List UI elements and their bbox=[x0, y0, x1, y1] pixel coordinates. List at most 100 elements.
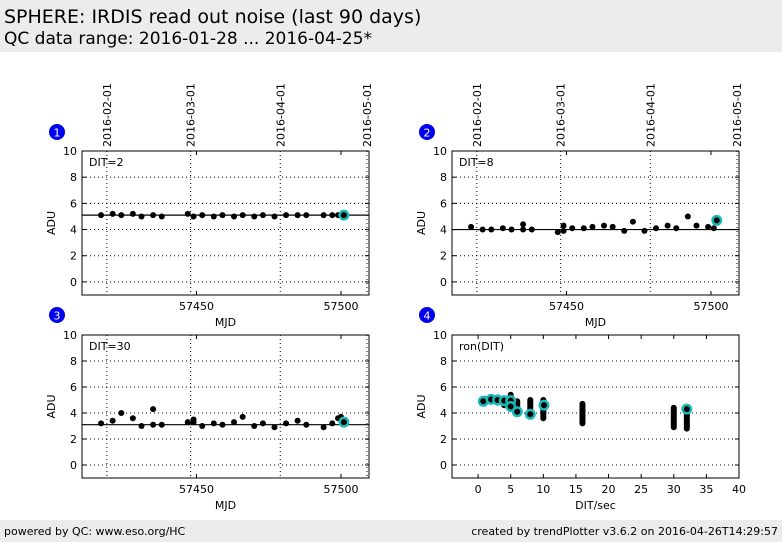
data-point bbox=[621, 227, 628, 234]
data-point bbox=[118, 212, 125, 219]
data-point bbox=[710, 225, 717, 232]
y-tick-label: 4 bbox=[440, 407, 447, 420]
data-point bbox=[251, 423, 258, 429]
data-point bbox=[653, 225, 660, 232]
data-point bbox=[150, 406, 157, 413]
data-point bbox=[271, 213, 278, 220]
x-tick-label: 40 bbox=[732, 483, 746, 496]
data-point bbox=[554, 229, 561, 236]
y-axis-label: ADU bbox=[45, 394, 58, 418]
data-point bbox=[579, 400, 586, 407]
data-point bbox=[138, 213, 145, 220]
data-point bbox=[259, 420, 266, 427]
y-tick-label: 4 bbox=[70, 224, 77, 237]
y-tick-label: 8 bbox=[440, 355, 447, 368]
data-point bbox=[569, 225, 576, 232]
latest-point bbox=[540, 402, 547, 409]
x-tick-label: 57500 bbox=[323, 300, 358, 313]
data-point bbox=[560, 227, 567, 234]
data-point bbox=[219, 212, 226, 219]
y-tick-label: 0 bbox=[70, 276, 77, 289]
data-point bbox=[118, 410, 125, 416]
data-point bbox=[664, 222, 671, 229]
y-tick-label: 6 bbox=[70, 381, 77, 394]
x-tick-label: 57450 bbox=[179, 300, 214, 313]
data-point bbox=[303, 421, 310, 428]
data-point bbox=[251, 213, 258, 220]
data-point bbox=[629, 218, 636, 225]
data-point bbox=[199, 212, 206, 219]
date-tick-label: 2016-02-01 bbox=[471, 83, 484, 147]
y-tick-label: 8 bbox=[440, 171, 447, 184]
data-point bbox=[158, 421, 165, 428]
data-point bbox=[283, 212, 290, 219]
data-point bbox=[560, 222, 567, 229]
x-axis-label: DIT/sec bbox=[575, 499, 616, 512]
x-tick-label: 15 bbox=[569, 483, 583, 496]
latest-point bbox=[507, 403, 514, 410]
panel-number-badge bbox=[419, 307, 435, 323]
date-tick-label: 2016-05-01 bbox=[731, 83, 744, 147]
data-point bbox=[150, 212, 157, 219]
data-point bbox=[641, 227, 648, 234]
chart-panel-3: 3 0 2 4 6 8 10 57450 57500 MJD ADU DIT=30 bbox=[45, 307, 370, 512]
data-point bbox=[580, 225, 587, 232]
data-point bbox=[508, 226, 515, 233]
data-point bbox=[259, 212, 266, 219]
y-tick-label: 0 bbox=[440, 459, 447, 472]
x-tick-label: 57500 bbox=[693, 300, 728, 313]
panel-number-badge bbox=[419, 124, 435, 140]
y-tick-label: 10 bbox=[63, 329, 77, 342]
data-point bbox=[190, 213, 197, 220]
y-tick-label: 8 bbox=[70, 355, 77, 368]
data-point bbox=[184, 419, 191, 426]
data-point bbox=[190, 419, 197, 426]
panel-number-badge bbox=[49, 307, 65, 323]
y-tick-label: 2 bbox=[70, 250, 77, 263]
panel-number: 1 bbox=[54, 127, 61, 140]
panel-label: DIT=2 bbox=[89, 156, 124, 169]
plot-frame bbox=[81, 150, 370, 296]
data-point bbox=[231, 419, 238, 426]
data-point bbox=[670, 404, 677, 411]
x-tick-label: 57450 bbox=[549, 300, 584, 313]
header: SPHERE: IRDIS read out noise (last 90 da… bbox=[0, 0, 782, 52]
data-point bbox=[589, 223, 596, 230]
data-point bbox=[129, 415, 136, 422]
y-tick-label: 2 bbox=[440, 433, 447, 446]
data-point bbox=[488, 226, 495, 233]
page-subtitle: QC data range: 2016-01-28 ... 2016-04-25… bbox=[4, 29, 373, 49]
panel-label: ron(DIT) bbox=[459, 340, 504, 353]
latest-point bbox=[340, 419, 347, 426]
data-point bbox=[210, 420, 217, 427]
data-point bbox=[499, 225, 506, 232]
data-point bbox=[673, 225, 680, 232]
data-point bbox=[684, 213, 691, 220]
data-point bbox=[320, 424, 327, 431]
y-tick-label: 8 bbox=[70, 171, 77, 184]
panel-number: 4 bbox=[424, 310, 431, 323]
latest-point bbox=[713, 217, 720, 224]
y-tick-label: 6 bbox=[440, 381, 447, 394]
latest-point bbox=[514, 408, 521, 415]
chart-panel-2: 2 0 2 4 6 8 10 2016-02-01 2016-03-01 2016-04-01 20… bbox=[415, 83, 744, 329]
x-tick-label: 20 bbox=[602, 483, 616, 496]
y-tick-label: 10 bbox=[63, 145, 77, 158]
latest-point bbox=[480, 398, 487, 405]
data-point bbox=[271, 424, 278, 431]
plot-frame bbox=[451, 150, 740, 296]
data-point bbox=[239, 413, 246, 420]
panel-number: 2 bbox=[424, 127, 431, 140]
data-point bbox=[468, 223, 475, 230]
data-point bbox=[109, 417, 116, 424]
y-tick-label: 0 bbox=[440, 276, 447, 289]
plot-frame bbox=[451, 334, 740, 479]
data-point bbox=[479, 226, 486, 233]
panel-number-badge bbox=[49, 124, 65, 140]
x-tick-label: 25 bbox=[634, 483, 648, 496]
y-tick-label: 2 bbox=[440, 250, 447, 263]
x-tick-label: 35 bbox=[699, 483, 713, 496]
data-point bbox=[329, 420, 336, 427]
